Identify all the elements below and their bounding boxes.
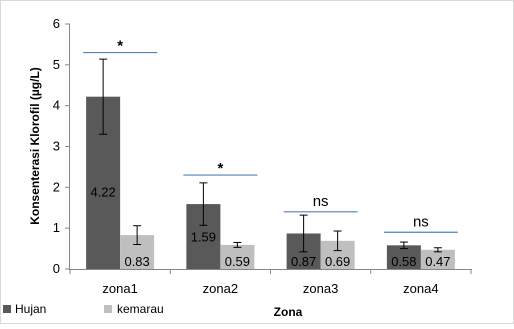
data-label: 0.87 <box>291 254 316 269</box>
y-tick-label: 1 <box>53 220 60 235</box>
significance-label: ns <box>313 193 329 210</box>
x-axis-ticks: zona1 zona2 zona3 zona4 <box>69 269 472 296</box>
significance-label: ns <box>413 213 429 230</box>
data-label: 1.59 <box>191 230 216 245</box>
x-tick-label: zona1 <box>102 281 137 296</box>
legend-swatch-kemarau <box>104 305 112 313</box>
significance-group: * * ns ns <box>83 38 458 233</box>
y-tick-label: 2 <box>53 179 60 194</box>
x-tick-label: zona4 <box>403 281 438 296</box>
significance-label: * <box>217 160 223 177</box>
data-label: 0.69 <box>325 254 350 269</box>
legend-swatch-hujan <box>3 305 11 313</box>
data-labels-group: 4.22 0.83 1.59 0.59 0.87 0.69 0.58 0.47 <box>90 185 450 269</box>
data-label: 4.22 <box>90 185 115 200</box>
bar-kemarau-zona2 <box>220 244 255 269</box>
y-tick-label: 3 <box>53 139 60 154</box>
x-axis-title: Zona <box>274 305 303 319</box>
x-tick-label: zona2 <box>203 281 238 296</box>
legend-label-hujan: Hujan <box>15 302 46 316</box>
y-tick-label: 6 <box>53 16 60 31</box>
y-axis-title: Konsenterasi Klorofil (µg/L) <box>28 67 42 225</box>
y-tick-label: 5 <box>53 57 60 72</box>
data-label: 0.83 <box>124 254 149 269</box>
bar-hujan-zona4 <box>386 245 421 269</box>
legend: Hujan kemarau <box>3 302 164 316</box>
data-label: 0.58 <box>391 254 416 269</box>
y-tick-label: 4 <box>53 98 60 113</box>
x-tick-label: zona3 <box>303 281 338 296</box>
data-label: 0.59 <box>225 254 250 269</box>
error-bars-group <box>99 58 442 253</box>
legend-label-kemarau: kemarau <box>117 302 164 316</box>
significance-label: * <box>117 38 123 55</box>
bar-kemarau-zona4 <box>420 249 455 269</box>
data-label: 0.47 <box>425 254 450 269</box>
y-tick-label: 0 <box>53 261 60 276</box>
y-axis-ticks: 0 1 2 3 4 5 6 <box>53 16 70 276</box>
